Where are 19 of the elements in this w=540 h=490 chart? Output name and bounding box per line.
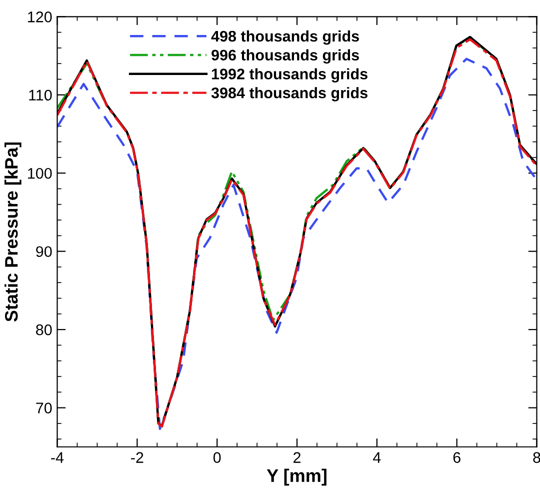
y-tick-label: 100 xyxy=(28,168,52,179)
y-tick-label: 70 xyxy=(36,402,52,414)
legend-label: 498 thousands grids xyxy=(211,30,359,45)
x-tick-label: 2 xyxy=(294,452,300,463)
x-tick-label: -4 xyxy=(51,452,64,463)
legend-label: 1992 thousands grids xyxy=(212,68,368,82)
x-tick-label: -2 xyxy=(131,452,144,463)
legend-label: 3984 thousands grids xyxy=(211,87,368,102)
x-axis-title: Y [mm] xyxy=(266,468,326,486)
y-tick-label: 120 xyxy=(28,12,52,22)
y-tick-label: 80 xyxy=(36,324,52,336)
x-tick-label: 8 xyxy=(533,452,540,463)
legend-label: 996 thousands grids xyxy=(212,49,359,64)
y-tick-label: 90 xyxy=(36,246,52,258)
y-axis-title: Static Pressure [kPa] xyxy=(4,142,22,322)
y-tick-label: 110 xyxy=(29,90,52,101)
x-tick-label: 4 xyxy=(373,452,381,463)
x-tick-label: 6 xyxy=(453,452,460,463)
x-tick-label: 0 xyxy=(213,452,221,463)
